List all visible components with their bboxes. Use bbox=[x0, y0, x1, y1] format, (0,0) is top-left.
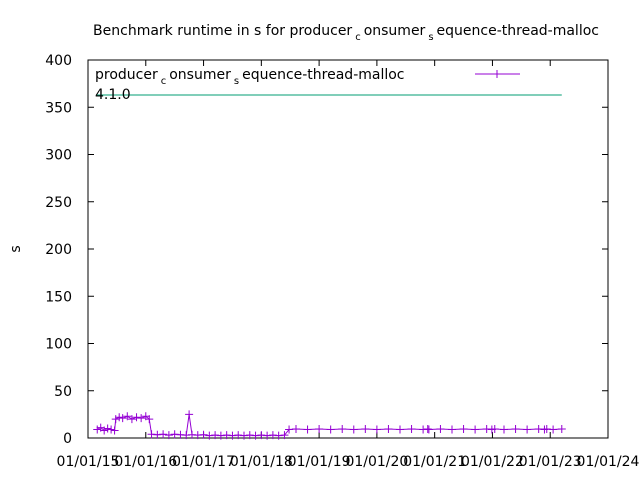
data-point bbox=[280, 431, 289, 440]
data-point bbox=[396, 425, 404, 434]
y-tick-label: 400 bbox=[45, 53, 72, 69]
text-part: 4.1.0 bbox=[95, 87, 131, 103]
text-part: Benchmark runtime in s for producer bbox=[93, 23, 352, 39]
y-axis-label: s bbox=[8, 245, 24, 252]
x-tick-label: 01/01/21 bbox=[403, 454, 466, 470]
data-point bbox=[511, 425, 520, 434]
data-point bbox=[93, 425, 102, 434]
data-point bbox=[111, 415, 120, 424]
x-tick-label: 01/01/16 bbox=[114, 454, 177, 470]
data-point bbox=[159, 430, 168, 439]
x-tick-label: 01/01/24 bbox=[577, 454, 640, 470]
data-point bbox=[145, 415, 154, 424]
legend-label: producer c onsumer s equence-thread-malloc bbox=[95, 67, 405, 87]
data-point bbox=[424, 425, 433, 434]
data-point bbox=[115, 413, 124, 422]
data-point bbox=[436, 425, 445, 434]
y-tick-label: 150 bbox=[45, 289, 72, 305]
data-point bbox=[490, 425, 499, 434]
data-point bbox=[127, 415, 136, 424]
y-tick-label: 300 bbox=[45, 148, 72, 164]
data-point bbox=[137, 414, 146, 423]
plot-frame bbox=[87, 59, 609, 439]
subscript: c bbox=[355, 32, 361, 43]
x-tick-label: 01/01/15 bbox=[57, 454, 120, 470]
data-point bbox=[471, 425, 480, 434]
subscript: s bbox=[428, 32, 433, 43]
data-point bbox=[407, 425, 416, 434]
data-point bbox=[132, 413, 141, 422]
data-point bbox=[123, 412, 132, 421]
legend-marker bbox=[493, 70, 501, 78]
data-point bbox=[164, 431, 173, 440]
y-tick-label: 350 bbox=[45, 100, 72, 116]
data-point bbox=[500, 425, 508, 434]
data-point bbox=[349, 425, 358, 434]
data-point bbox=[448, 425, 456, 434]
data-point bbox=[100, 426, 109, 435]
x-tick-label: 01/01/18 bbox=[230, 454, 293, 470]
data-point bbox=[361, 425, 370, 434]
subscript: s bbox=[234, 76, 239, 87]
chart-title: Benchmark runtime in s for producer c onsu… bbox=[93, 23, 599, 43]
x-tick-label: 01/01/17 bbox=[172, 454, 235, 470]
data-point bbox=[384, 425, 393, 434]
data-point bbox=[292, 425, 300, 434]
data-point bbox=[372, 425, 381, 434]
data-point bbox=[285, 425, 294, 434]
data-point bbox=[185, 410, 194, 419]
data-point bbox=[549, 425, 558, 434]
data-point bbox=[110, 426, 119, 435]
data-point bbox=[326, 425, 335, 434]
text-part: producer bbox=[95, 67, 158, 83]
x-tick-label: 01/01/20 bbox=[345, 454, 408, 470]
y-tick-label: 250 bbox=[45, 195, 72, 211]
text-part: equence-thread-malloc bbox=[242, 67, 404, 83]
y-tick-label: 50 bbox=[54, 384, 72, 400]
data-point bbox=[459, 425, 468, 434]
data-point bbox=[199, 430, 208, 439]
subscript: c bbox=[161, 76, 167, 87]
data-point bbox=[338, 425, 347, 434]
y-tick-label: 100 bbox=[45, 337, 72, 353]
data-point bbox=[557, 425, 566, 434]
data-point bbox=[103, 424, 112, 433]
text-part: onsumer bbox=[364, 23, 426, 39]
legend-label: 4.1.0 bbox=[95, 87, 131, 103]
data-point bbox=[107, 425, 116, 434]
text-part: onsumer bbox=[169, 67, 231, 83]
x-tick-label: 01/01/22 bbox=[461, 454, 524, 470]
y-tick-label: 200 bbox=[45, 242, 72, 258]
data-point bbox=[315, 425, 324, 434]
data-point bbox=[118, 414, 127, 423]
text-part: equence-thread-malloc bbox=[437, 23, 599, 39]
data-point bbox=[523, 425, 532, 434]
data-point bbox=[303, 425, 312, 434]
x-tick-label: 01/01/23 bbox=[519, 454, 582, 470]
y-tick-label: 0 bbox=[63, 431, 72, 447]
x-tick-label: 01/01/19 bbox=[288, 454, 351, 470]
